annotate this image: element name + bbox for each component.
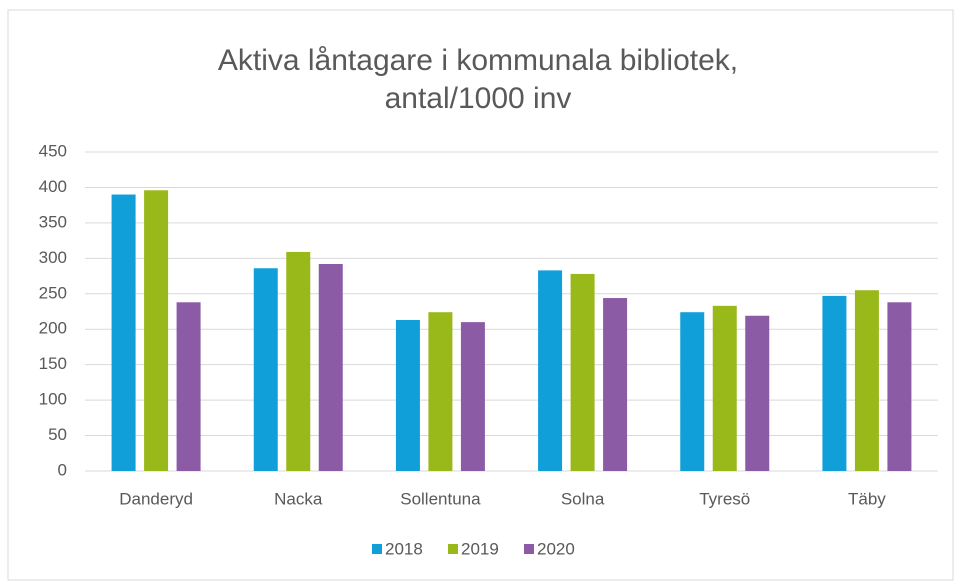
bar [460,322,485,471]
bar [854,290,879,471]
bar [286,251,311,471]
bar [603,298,628,471]
y-tick-label: 100 [39,390,67,409]
legend-swatch [372,544,382,554]
y-tick-label: 400 [39,177,67,196]
bar [680,312,705,471]
legend-label: 2019 [461,539,499,558]
y-tick-label: 350 [39,212,67,231]
x-tick-label: Sollentuna [400,489,481,508]
y-tick-label: 250 [39,283,67,302]
chart-title: Aktiva låntagare i kommunala bibliotek, [218,44,738,77]
bar [176,302,201,471]
x-tick-label: Danderyd [119,489,193,508]
y-tick-label: 0 [58,460,67,479]
bar [318,264,343,471]
legend-swatch [448,544,458,554]
legend-swatch [524,544,534,554]
legend-label: 2018 [385,539,423,558]
y-tick-label: 300 [39,248,67,267]
legend-label: 2020 [537,539,575,558]
x-tick-label: Täby [848,489,886,508]
chart-title: antal/1000 inv [385,82,572,115]
bar [887,302,912,471]
y-tick-label: 200 [39,319,67,338]
bar [745,315,770,471]
bar [428,312,453,471]
bar [538,270,563,471]
bar [570,273,595,471]
bar [253,268,278,471]
bar [712,305,737,471]
x-tick-label: Nacka [274,489,323,508]
bar [144,190,169,471]
y-tick-label: 450 [39,141,67,160]
bar [111,194,136,472]
y-tick-label: 150 [39,354,67,373]
bar [822,295,847,471]
x-tick-label: Tyresö [699,489,750,508]
y-tick-label: 50 [48,425,67,444]
bar [395,320,420,471]
x-tick-label: Solna [561,489,605,508]
